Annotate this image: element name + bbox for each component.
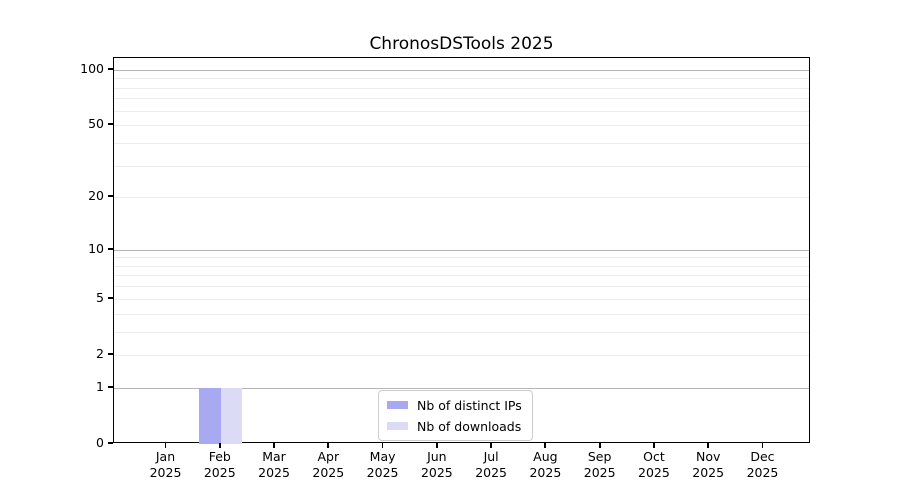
- x-tick-month: Jan: [155, 449, 176, 464]
- x-tick-label: Mar 2025: [244, 449, 304, 481]
- x-tick-mark: [218, 443, 221, 448]
- minor-gridline: [114, 110, 809, 112]
- minor-gridline: [114, 265, 809, 267]
- minor-gridline: [114, 197, 809, 199]
- x-tick-mark: [761, 443, 764, 448]
- x-tick-mark: [164, 443, 167, 448]
- x-tick-month: Dec: [750, 449, 775, 464]
- major-gridline: [114, 69, 809, 71]
- legend: Nb of distinct IPs Nb of downloads: [378, 390, 533, 441]
- x-tick-label: May 2025: [353, 449, 413, 481]
- x-tick-year: 2025: [420, 465, 453, 480]
- minor-gridline: [114, 331, 809, 333]
- minor-gridline: [114, 286, 809, 288]
- minor-gridline: [114, 354, 809, 356]
- x-tick-month: Nov: [695, 449, 721, 464]
- x-tick-year: 2025: [149, 465, 182, 480]
- x-tick-month: Jun: [427, 449, 447, 464]
- x-tick-label: Jan 2025: [136, 449, 196, 481]
- x-tick-year: 2025: [583, 465, 616, 480]
- x-tick-month: Jul: [483, 449, 499, 464]
- x-tick-year: 2025: [475, 465, 508, 480]
- x-tick-year: 2025: [366, 465, 399, 480]
- legend-label-distinct-ips: Nb of distinct IPs: [417, 397, 522, 413]
- y-tick-label: 2: [96, 345, 104, 361]
- minor-gridline: [114, 313, 809, 315]
- y-tick-label: 10: [88, 240, 104, 256]
- y-tick-label: 0: [96, 435, 104, 450]
- legend-item-distinct-ips: Nb of distinct IPs: [387, 396, 522, 414]
- x-tick-month: Aug: [533, 449, 558, 464]
- minor-gridline: [114, 78, 809, 80]
- x-tick-mark: [653, 443, 655, 448]
- bar-distinct-ips: [199, 387, 221, 444]
- major-gridline: [114, 387, 809, 389]
- x-tick-month: May: [369, 449, 396, 464]
- minor-gridline: [114, 298, 809, 300]
- minor-gridline: [114, 257, 809, 259]
- y-tick-label: 20: [88, 188, 104, 204]
- x-tick-year: 2025: [258, 465, 290, 480]
- minor-gridline: [114, 98, 809, 100]
- x-tick-label: Oct 2025: [624, 449, 684, 481]
- minor-gridline: [114, 125, 809, 127]
- x-tick-month: Sep: [587, 449, 612, 464]
- x-tick-mark: [327, 443, 330, 448]
- y-tick-mark: [108, 123, 113, 126]
- y-tick-mark: [108, 247, 113, 250]
- x-tick-mark: [544, 443, 547, 448]
- x-tick-mark: [381, 443, 384, 448]
- minor-gridline: [114, 275, 809, 277]
- x-tick-month: Oct: [643, 449, 665, 464]
- x-tick-label: Nov 2025: [678, 449, 738, 481]
- x-tick-mark: [435, 443, 438, 448]
- major-gridline: [114, 249, 809, 251]
- y-tick-mark: [108, 442, 113, 444]
- legend-label-downloads: Nb of downloads: [417, 418, 522, 434]
- y-tick-mark: [108, 195, 113, 198]
- x-tick-label: Jun 2025: [407, 449, 467, 481]
- plot-area: [113, 57, 810, 444]
- x-tick-label: Sep 2025: [570, 449, 630, 481]
- x-tick-mark: [490, 443, 493, 448]
- x-tick-label: Feb 2025: [190, 449, 250, 481]
- x-tick-month: Feb: [208, 449, 231, 464]
- x-tick-year: 2025: [529, 465, 562, 480]
- x-tick-mark: [598, 443, 601, 448]
- x-tick-year: 2025: [638, 465, 670, 480]
- x-tick-label: Jul 2025: [461, 449, 521, 481]
- minor-gridline: [114, 165, 809, 167]
- y-tick-label: 100: [80, 60, 104, 76]
- y-tick-mark: [108, 296, 113, 299]
- minor-gridline: [114, 87, 809, 89]
- minor-gridline: [114, 142, 809, 144]
- chart-title: ChronosDSTools 2025: [369, 34, 554, 54]
- x-tick-year: 2025: [312, 465, 345, 480]
- legend-swatch-downloads-icon: [387, 422, 408, 430]
- x-tick-mark: [273, 443, 275, 448]
- y-tick-mark: [108, 353, 113, 355]
- y-tick-label: 5: [96, 289, 104, 305]
- y-tick-label: 1: [96, 378, 104, 394]
- legend-swatch-distinct-ips-icon: [387, 401, 408, 409]
- bar-downloads: [220, 387, 243, 444]
- x-tick-year: 2025: [203, 465, 236, 480]
- x-tick-label: Apr 2025: [298, 449, 358, 481]
- legend-item-downloads: Nb of downloads: [387, 417, 522, 435]
- x-tick-month: Mar: [262, 449, 286, 464]
- x-tick-month: Apr: [317, 449, 340, 464]
- y-tick-mark: [108, 385, 113, 388]
- y-tick-label: 50: [88, 116, 104, 132]
- x-tick-year: 2025: [692, 465, 725, 480]
- x-tick-label: Aug 2025: [515, 449, 575, 481]
- y-tick-mark: [108, 68, 113, 70]
- x-tick-label: Dec 2025: [732, 449, 792, 481]
- x-tick-mark: [707, 443, 710, 448]
- x-tick-year: 2025: [746, 465, 779, 480]
